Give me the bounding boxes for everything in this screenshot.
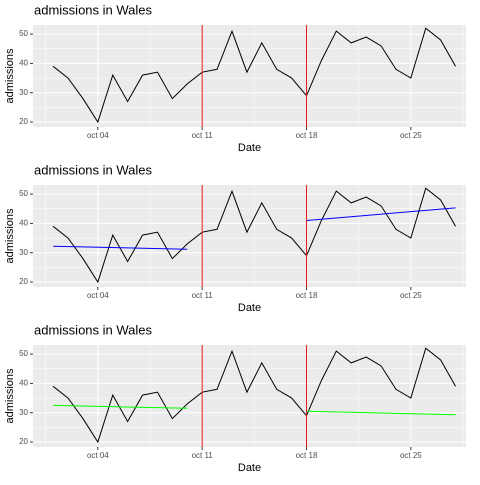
y-tick-label: 30 (19, 408, 28, 417)
x-tick-label: oct 11 (192, 131, 214, 140)
x-tick-label: oct 04 (87, 451, 109, 460)
y-axis-label: admissions (4, 208, 16, 264)
x-tick-label: oct 04 (87, 131, 109, 140)
series-line (306, 207, 456, 221)
plot-background (33, 185, 466, 287)
x-tick-label: oct 25 (400, 131, 422, 140)
x-tick-label: oct 18 (296, 131, 318, 140)
series-line (52, 347, 457, 444)
plot-background (33, 25, 466, 127)
series-line (53, 404, 188, 409)
y-tick-label: 20 (19, 437, 28, 446)
chart-title: admissions in Wales (34, 322, 153, 337)
y-tick-label: 20 (19, 117, 28, 126)
y-tick-label: 40 (19, 59, 28, 68)
y-tick-label: 50 (19, 189, 28, 198)
y-axis-label: admissions (4, 368, 16, 424)
y-tick-label: 50 (19, 29, 28, 38)
series-line (52, 27, 457, 124)
x-axis-label: Date (238, 302, 261, 314)
y-tick-label: 40 (19, 379, 28, 388)
x-tick-label: oct 25 (400, 291, 422, 300)
y-tick-label: 20 (19, 277, 28, 286)
x-axis-label: Date (238, 462, 261, 474)
chart-title: admissions in Wales (34, 162, 153, 177)
plot-background (33, 345, 466, 447)
y-tick-label: 40 (19, 219, 28, 228)
series-line (52, 187, 457, 284)
x-tick-label: oct 25 (400, 451, 422, 460)
chart-title: admissions in Wales (34, 2, 153, 17)
y-tick-label: 30 (19, 248, 28, 257)
x-tick-label: oct 18 (296, 291, 318, 300)
y-tick-label: 30 (19, 88, 28, 97)
x-tick-label: oct 18 (296, 451, 318, 460)
x-axis-label: Date (238, 142, 261, 154)
x-tick-label: oct 11 (192, 451, 214, 460)
series-line (53, 245, 188, 250)
x-tick-label: oct 11 (192, 291, 214, 300)
y-axis-label: admissions (4, 48, 16, 104)
series-line (306, 410, 456, 416)
x-tick-label: oct 04 (87, 291, 109, 300)
y-tick-label: 50 (19, 349, 28, 358)
